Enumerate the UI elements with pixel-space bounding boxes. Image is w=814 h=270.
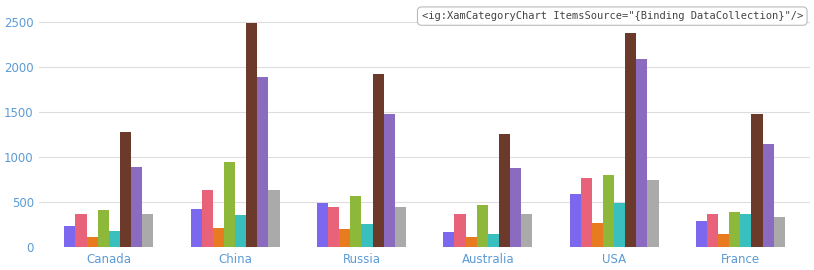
- Bar: [637, 59, 647, 247]
- Bar: [257, 77, 269, 247]
- Bar: [202, 190, 213, 247]
- Bar: [570, 194, 580, 247]
- Bar: [339, 229, 350, 247]
- Bar: [499, 134, 510, 247]
- Bar: [350, 196, 361, 247]
- Bar: [444, 231, 454, 247]
- Bar: [224, 162, 235, 247]
- Bar: [521, 214, 532, 247]
- Bar: [718, 234, 729, 247]
- Bar: [707, 214, 718, 247]
- Bar: [109, 231, 120, 247]
- Bar: [454, 214, 466, 247]
- Bar: [142, 214, 153, 247]
- Bar: [395, 207, 406, 247]
- Bar: [131, 167, 142, 247]
- Bar: [614, 203, 625, 247]
- Bar: [373, 74, 383, 247]
- Bar: [466, 237, 477, 247]
- Bar: [317, 203, 328, 247]
- Bar: [741, 214, 751, 247]
- Bar: [383, 114, 395, 247]
- Bar: [247, 23, 257, 247]
- Bar: [580, 178, 592, 247]
- Text: <ig:XamCategoryChart ItemsSource="{Binding DataCollection}"/>: <ig:XamCategoryChart ItemsSource="{Bindi…: [422, 11, 803, 21]
- Bar: [729, 212, 741, 247]
- Bar: [625, 33, 637, 247]
- Bar: [269, 190, 279, 247]
- Bar: [696, 221, 707, 247]
- Bar: [328, 207, 339, 247]
- Bar: [86, 237, 98, 247]
- Bar: [510, 168, 521, 247]
- Bar: [98, 210, 109, 247]
- Bar: [603, 175, 614, 247]
- Bar: [76, 214, 86, 247]
- Bar: [488, 234, 499, 247]
- Bar: [774, 217, 785, 247]
- Bar: [235, 215, 247, 247]
- Bar: [647, 180, 659, 247]
- Bar: [190, 208, 202, 247]
- Bar: [592, 223, 603, 247]
- Bar: [213, 228, 224, 247]
- Bar: [120, 133, 131, 247]
- Bar: [64, 226, 76, 247]
- Bar: [477, 205, 488, 247]
- Bar: [361, 224, 373, 247]
- Bar: [751, 114, 763, 247]
- Bar: [763, 144, 774, 247]
